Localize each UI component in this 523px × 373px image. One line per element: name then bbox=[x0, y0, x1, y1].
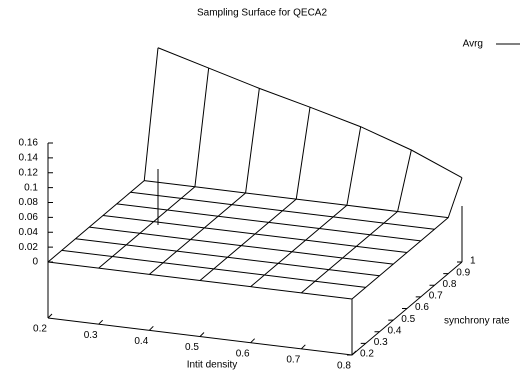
y-tick-label: 1 bbox=[470, 256, 476, 267]
chart-title: Sampling Surface for QECA2 bbox=[197, 8, 327, 19]
y-tick-label: 0.4 bbox=[388, 325, 402, 336]
z-tick-label: 0.08 bbox=[19, 197, 39, 208]
y-tick-label: 0.8 bbox=[443, 279, 457, 290]
surface-column bbox=[301, 149, 412, 294]
y-axis-label: synchrony rate bbox=[444, 316, 510, 327]
z-tick-label: 0 bbox=[32, 257, 38, 268]
z-tick-label: 0.04 bbox=[19, 227, 39, 238]
x-tick-label: 0.8 bbox=[337, 361, 351, 372]
x-tick-label: 0.3 bbox=[84, 330, 98, 341]
x-tick-label: 0.7 bbox=[286, 354, 300, 365]
x-tick bbox=[300, 344, 306, 350]
x-tick bbox=[351, 350, 357, 356]
z-tick-label: 0.12 bbox=[19, 167, 39, 178]
z-tick-label: 0.16 bbox=[19, 138, 39, 149]
y-tick-label: 0.9 bbox=[456, 267, 470, 278]
z-tick-label: 0.02 bbox=[19, 242, 39, 253]
x-tick-label: 0.4 bbox=[134, 336, 148, 347]
surface-column bbox=[199, 107, 311, 281]
base-box bbox=[47, 261, 463, 356]
x-tick bbox=[47, 313, 53, 319]
surface-column bbox=[98, 68, 210, 269]
y-tick-label: 0.7 bbox=[429, 291, 443, 302]
legend-label: Avrg bbox=[463, 39, 483, 50]
x-tick bbox=[250, 338, 256, 344]
x-axis-label: Intit density bbox=[187, 360, 238, 371]
y-tick-label: 0.5 bbox=[401, 314, 415, 325]
z-tick-label: 0.06 bbox=[19, 212, 39, 223]
surface-column bbox=[149, 88, 260, 275]
x-tick bbox=[199, 332, 205, 337]
x-tick-label: 0.5 bbox=[185, 342, 199, 353]
y-tick-label: 0.2 bbox=[360, 349, 374, 360]
z-tick-label: 0.1 bbox=[24, 182, 38, 193]
x-tick-label: 0.2 bbox=[33, 324, 47, 335]
y-tick-label: 0.3 bbox=[374, 337, 388, 348]
x-tick-label: 0.6 bbox=[236, 348, 250, 359]
x-tick bbox=[148, 325, 154, 331]
surface-column bbox=[47, 47, 159, 263]
z-tick-label: 0.14 bbox=[19, 153, 39, 164]
y-tick-label: 0.6 bbox=[415, 302, 429, 313]
x-tick bbox=[98, 319, 104, 325]
surface-column bbox=[250, 126, 362, 288]
surface-column bbox=[351, 177, 463, 300]
